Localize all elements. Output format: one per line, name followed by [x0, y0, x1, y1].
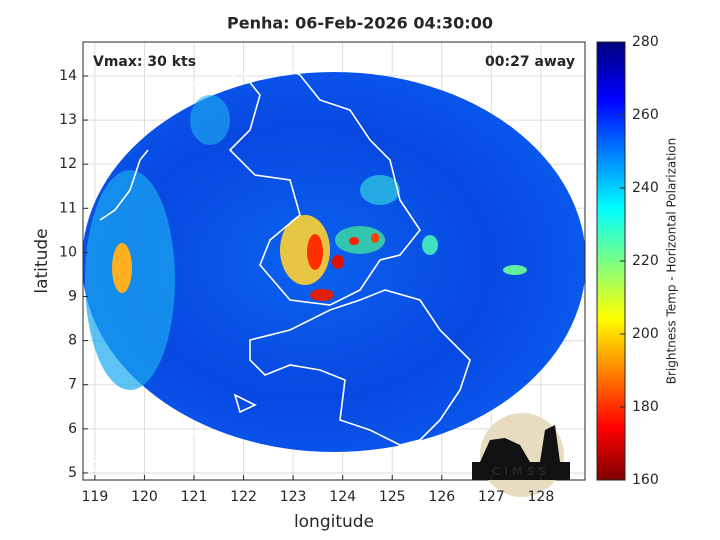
colorbar-tick-label: 280	[632, 34, 659, 50]
x-tick-label: 126	[428, 489, 455, 505]
x-tick-label: 128	[528, 489, 555, 505]
x-tick-label: 120	[131, 489, 158, 505]
x-tick-label: 122	[230, 489, 257, 505]
colorbar-tick-label: 180	[632, 399, 659, 415]
y-axis-label: latitude	[32, 228, 52, 293]
colorbar-tick-label: 200	[632, 326, 659, 342]
logo-text: CIMSS	[492, 465, 550, 478]
x-tick-label: 119	[82, 489, 109, 505]
colorbar-tick-label: 160	[632, 472, 659, 488]
y-tick-label: 8	[68, 333, 77, 349]
y-tick-label: 11	[59, 200, 77, 216]
y-tick-label: 9	[68, 289, 77, 305]
colorbar-tick-label: 260	[632, 107, 659, 123]
x-tick-label: 124	[329, 489, 356, 505]
y-tick-label: 5	[68, 465, 77, 481]
y-tick-label: 14	[59, 68, 77, 84]
x-tick-label: 123	[280, 489, 307, 505]
y-tick-label: 7	[68, 377, 77, 393]
y-tick-label: 6	[68, 421, 77, 437]
chart-title: Penha: 06-Feb-2026 04:30:00	[227, 14, 493, 33]
y-tick-label: 13	[59, 112, 77, 128]
cimss-logo: CIMSS	[472, 413, 570, 497]
vmax-annotation: Vmax: 30 kts	[93, 54, 196, 70]
x-axis-label: longitude	[294, 512, 374, 532]
x-tick-label: 127	[478, 489, 505, 505]
swath	[83, 59, 585, 473]
x-tick-label: 125	[379, 489, 406, 505]
colorbar-label: Brightness Temp - Horizontal Polarizatio…	[665, 138, 679, 385]
y-tick-label: 10	[59, 244, 77, 260]
x-tick-label: 121	[181, 489, 208, 505]
plot-frame	[82, 41, 586, 481]
y-tick-label: 12	[59, 156, 77, 172]
time-annotation: 00:27 away	[485, 54, 575, 70]
colorbar-tick-label: 240	[632, 180, 659, 196]
colorbar-tick-label: 220	[632, 253, 659, 269]
